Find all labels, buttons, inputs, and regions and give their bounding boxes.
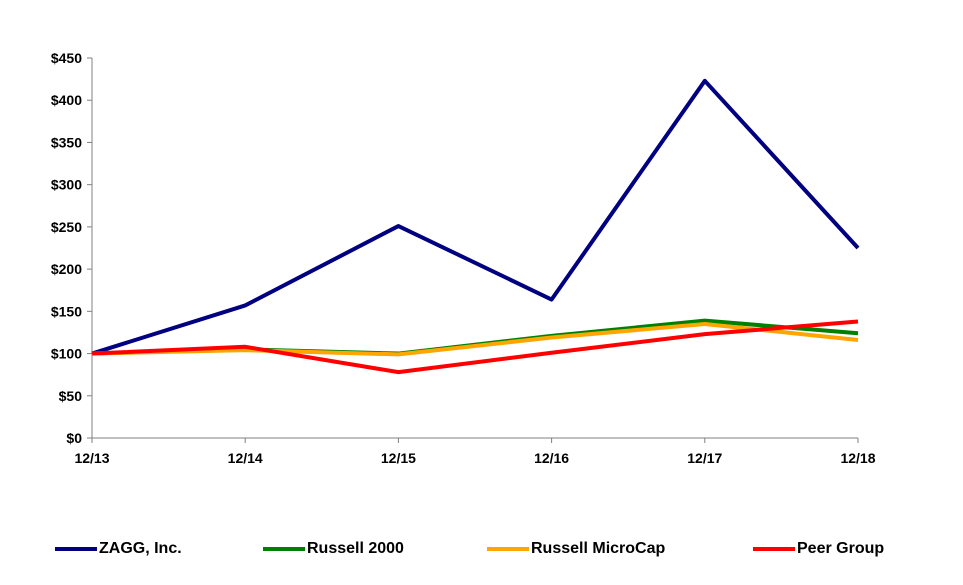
legend-swatch-zagg — [55, 547, 97, 551]
y-tick-label: $100 — [51, 346, 82, 362]
legend: ZAGG, Inc. Russell 2000 Russell MicroCap… — [0, 536, 963, 562]
legend-item-peer-group: Peer Group — [753, 536, 884, 562]
legend-swatch-russell-microcap — [487, 547, 529, 551]
series-line-zagg-inc — [91, 78, 860, 356]
legend-label-peer-group: Peer Group — [797, 540, 885, 557]
legend-item-russell-microcap: Russell MicroCap — [487, 536, 665, 562]
chart-plot: $0 $50 $100 $150 $200 $250 $300 $350 $400 $450 12/… — [51, 50, 876, 466]
legend-swatch-russell-2000 — [263, 547, 305, 551]
y-tick-label: $400 — [51, 92, 82, 108]
legend-label-russell-2000: Russell 2000 — [307, 540, 404, 557]
legend-label-russell-microcap: Russell MicroCap — [531, 540, 666, 557]
y-tick-label: $0 — [66, 430, 82, 446]
series-line-peer-group — [91, 319, 859, 375]
series-line-russell-microcap — [91, 322, 859, 357]
legend-label-zagg: ZAGG, Inc. — [99, 540, 182, 557]
y-tick-label: $350 — [51, 134, 82, 150]
legend-item-russell-2000: Russell 2000 — [263, 536, 404, 562]
y-tick-label: $150 — [51, 303, 82, 319]
legend-swatch-peer-group — [753, 547, 795, 551]
x-tick-label: 12/17 — [687, 450, 722, 466]
y-tick-label: $450 — [51, 50, 82, 66]
y-tick-label: $50 — [59, 388, 83, 404]
x-tick-label: 12/15 — [381, 450, 416, 466]
legend-item-zagg: ZAGG, Inc. — [55, 536, 182, 562]
x-tick-label: 12/13 — [74, 450, 109, 466]
x-tick-label: 12/14 — [228, 450, 263, 466]
y-tick-label: $250 — [51, 219, 82, 235]
x-tick-label: 12/16 — [534, 450, 569, 466]
y-tick-label: $200 — [51, 261, 82, 277]
y-tick-label: $300 — [51, 177, 82, 193]
x-tick-label: 12/18 — [840, 450, 875, 466]
